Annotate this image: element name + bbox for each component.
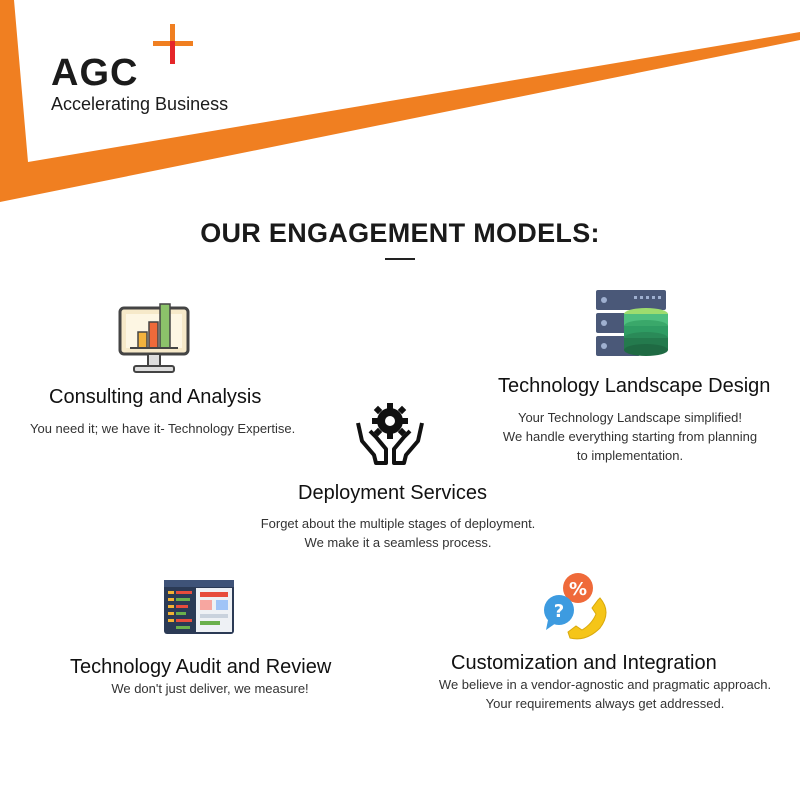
model-desc-line: We don't just deliver, we measure!	[111, 681, 309, 696]
svg-text:?: ?	[554, 601, 564, 622]
model-desc-audit: We don't just deliver, we measure!	[100, 679, 320, 698]
monitor-bar-chart-icon	[118, 303, 190, 373]
model-title-landscape: Technology Landscape Design	[498, 375, 771, 397]
model-desc-line: We handle everything starting from plann…	[502, 429, 758, 444]
logo-cross-icon	[153, 24, 193, 64]
svg-text:%: %	[569, 579, 587, 600]
model-title-deployment: Deployment Services	[298, 482, 487, 504]
logo-tagline: Accelerating Business	[51, 94, 229, 114]
model-desc-line: Forget about the multiple stages of depl…	[260, 516, 536, 531]
hands-gear-icon	[356, 403, 424, 465]
heading-underline	[385, 258, 415, 260]
logo-wordmark: AGC	[51, 52, 139, 94]
model-title-customization: Customization and Integration	[451, 652, 717, 674]
model-desc-line: to implementation.	[576, 448, 684, 463]
page-title: OUR ENGAGEMENT MODELS:	[200, 218, 600, 248]
model-desc-line: You need it; we have it- Technology Expe…	[30, 421, 296, 436]
model-desc-landscape: Your Technology Landscape simplified! We…	[495, 408, 765, 465]
model-desc-line: Your requirements always get addressed.	[485, 696, 725, 711]
model-desc-line: We believe in a vendor-agnostic and prag…	[438, 677, 772, 692]
model-desc-line: We make it a seamless process.	[304, 535, 492, 550]
model-title-consulting: Consulting and Analysis	[49, 386, 262, 408]
server-database-icon	[596, 290, 668, 356]
model-desc-consulting: You need it; we have it- Technology Expe…	[30, 419, 296, 438]
model-desc-line: Your Technology Landscape simplified!	[517, 410, 743, 425]
model-desc-customization: We believe in a vendor-agnostic and prag…	[432, 675, 778, 713]
model-desc-deployment: Forget about the multiple stages of depl…	[250, 514, 546, 552]
code-review-window-icon	[164, 580, 234, 634]
model-title-audit: Technology Audit and Review	[70, 656, 332, 678]
header-banner	[0, 0, 800, 202]
chat-phone-percent-icon: % ?	[544, 573, 607, 640]
